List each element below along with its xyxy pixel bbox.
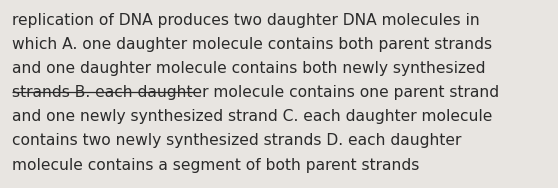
Text: contains two newly synthesized strands D. each daughter: contains two newly synthesized strands D…	[12, 133, 461, 149]
Text: replication of DNA produces two daughter DNA molecules in: replication of DNA produces two daughter…	[12, 13, 480, 28]
Text: and one daughter molecule contains both newly synthesized: and one daughter molecule contains both …	[12, 61, 486, 76]
Text: strands B. each daughter molecule contains one parent strand: strands B. each daughter molecule contai…	[12, 85, 499, 100]
Text: molecule contains a segment of both parent strands: molecule contains a segment of both pare…	[12, 158, 420, 173]
Text: which A. one daughter molecule contains both parent strands: which A. one daughter molecule contains …	[12, 37, 492, 52]
Text: and one newly synthesized strand C. each daughter molecule: and one newly synthesized strand C. each…	[12, 109, 493, 124]
